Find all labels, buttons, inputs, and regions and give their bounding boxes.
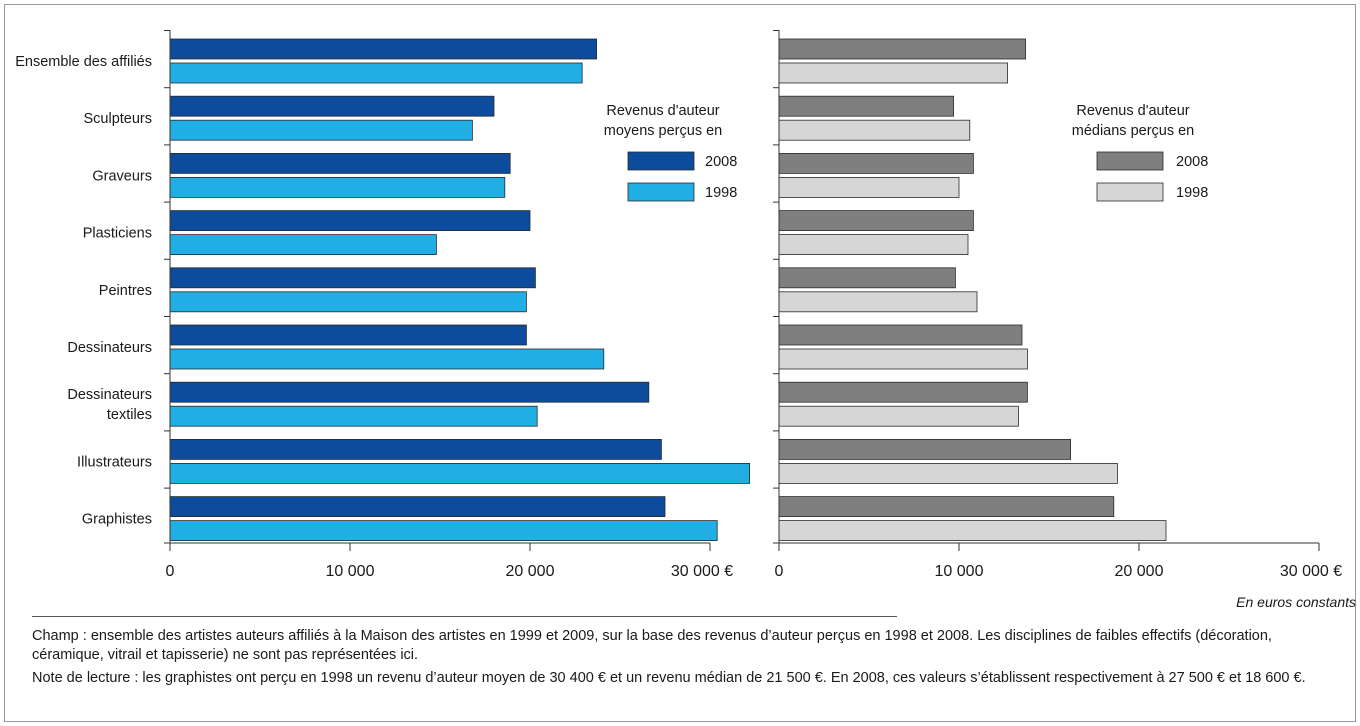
bar-graphistes-2008 (169, 496, 666, 518)
category-label-dessinateurs-textiles: Dessinateurs textiles (67, 387, 152, 423)
bar-plasticiens-2008 (169, 210, 531, 232)
bar-graphistes-2008 (778, 496, 1115, 518)
bar-dessinateurs-1998 (169, 348, 605, 370)
category-label-ensemble-des-affilies: Ensemble des affiliés (15, 54, 152, 70)
legend-label-2008: 2008 (1176, 154, 1208, 170)
bar-sculpteurs-1998 (778, 119, 971, 141)
x-tick-label: 20 000 (1115, 563, 1164, 580)
bar-peintres-1998 (169, 291, 527, 313)
legend-title-line: Revenus d'auteur (1076, 103, 1189, 119)
x-tick-label: 30 000 € (671, 563, 733, 580)
champ-note: Champ : ensemble des artistes auteurs af… (32, 628, 1272, 663)
category-label-graveurs: Graveurs (92, 168, 152, 184)
bar-dessinateurs-textiles-1998 (778, 405, 1019, 427)
bar-graveurs-2008 (778, 152, 974, 174)
reading-note: Note de lecture : les graphistes ont per… (32, 670, 1306, 686)
bar-ensemble-des-affilies-1998 (778, 62, 1009, 84)
bar-sculpteurs-1998 (169, 119, 473, 141)
legend-title-line: moyens perçus en (604, 123, 722, 139)
legend-title-line: Revenus d'auteur (606, 103, 719, 119)
mean-income-chart: Ensemble des affiliés Sculpteurs Graveurs P… (15, 30, 750, 580)
bar-sculpteurs-2008 (169, 95, 495, 117)
bar-plasticiens-1998 (169, 234, 437, 256)
legend: Revenus d'auteur moyens perçus en 2008 1998 (604, 103, 737, 202)
bar-ensemble-des-affilies-2008 (778, 38, 1027, 60)
x-tick-label: 10 000 (326, 563, 375, 580)
legend: Revenus d'auteur médians perçus en 2008 199… (1072, 103, 1208, 202)
notes: Champ : ensemble des artistes auteurs af… (32, 627, 1342, 692)
legend-label-2008: 2008 (705, 154, 737, 170)
bar-dessinateurs-2008 (778, 324, 1023, 346)
bar-dessinateurs-textiles-2008 (169, 381, 650, 403)
x-tick-label: 0 (775, 563, 784, 580)
legend-label-1998: 1998 (705, 185, 737, 201)
legend-swatch-2008 (627, 151, 695, 171)
bar-illustrateurs-1998 (169, 462, 750, 484)
bar-peintres-2008 (169, 267, 536, 289)
category-label-illustrateurs: Illustrateurs (77, 454, 152, 470)
legend-swatch-1998 (627, 182, 695, 202)
x-tick-label: 30 000 € (1280, 563, 1342, 580)
bar-illustrateurs-1998 (778, 462, 1118, 484)
category-label-graphistes: Graphistes (82, 512, 152, 528)
category-label-dessinateurs: Dessinateurs (67, 340, 152, 356)
x-tick-label: 0 (166, 563, 175, 580)
bar-graveurs-1998 (778, 176, 960, 198)
bar-graphistes-1998 (778, 520, 1167, 541)
bar-ensemble-des-affilies-2008 (169, 38, 598, 60)
bar-dessinateurs-textiles-1998 (169, 405, 538, 427)
legend-label-1998: 1998 (1176, 185, 1208, 201)
bar-plasticiens-2008 (778, 210, 974, 232)
category-label-peintres: Peintres (99, 283, 152, 299)
bar-graveurs-1998 (169, 176, 506, 198)
unit-note: En euros constants (1236, 594, 1356, 610)
bar-dessinateurs-2008 (169, 324, 527, 346)
figure-frame (4, 4, 1356, 722)
bar-graphistes-1998 (169, 520, 718, 541)
x-tick-label: 10 000 (935, 563, 984, 580)
median-income-chart: 0 10 000 20 000 30 000 € Revenus d'auteur méd… (773, 30, 1342, 580)
x-tick-label: 20 000 (506, 563, 555, 580)
legend-swatch-1998 (1096, 182, 1164, 202)
category-label-sculpteurs: Sculpteurs (83, 111, 152, 127)
bar-dessinateurs-1998 (778, 348, 1028, 370)
bar-sculpteurs-2008 (778, 95, 955, 117)
bar-peintres-2008 (778, 267, 956, 289)
legend-swatch-2008 (1096, 151, 1164, 171)
bar-peintres-1998 (778, 291, 978, 313)
bar-plasticiens-1998 (778, 234, 969, 256)
bar-graveurs-2008 (169, 152, 511, 174)
bar-dessinateurs-textiles-2008 (778, 381, 1028, 403)
category-label-plasticiens: Plasticiens (83, 226, 152, 242)
bar-illustrateurs-2008 (778, 438, 1072, 460)
bar-ensemble-des-affilies-1998 (169, 62, 583, 84)
bar-illustrateurs-2008 (169, 438, 662, 460)
legend-title-line: médians perçus en (1072, 123, 1195, 139)
